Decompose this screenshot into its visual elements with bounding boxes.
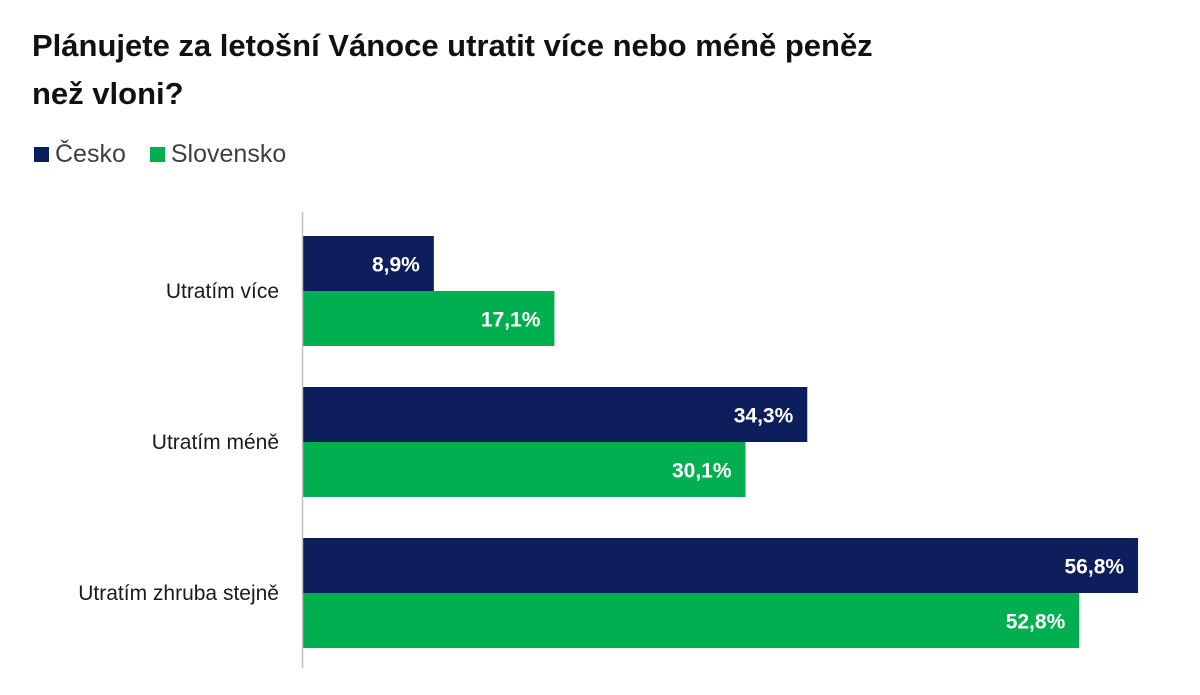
category-label: Utratím méně (152, 431, 279, 454)
data-label: 30,1% (672, 460, 732, 483)
bar-slovensko (303, 593, 1080, 648)
category-label: Utratím zhruba stejně (78, 582, 279, 605)
data-label: 56,8% (1065, 556, 1125, 579)
data-label: 34,3% (734, 405, 794, 428)
bar-slovensko (303, 291, 555, 346)
legend-swatch-slovensko (149, 147, 165, 162)
legend-item-cesko: Česko (34, 140, 126, 169)
data-label: 8,9% (372, 254, 420, 277)
data-label: 17,1% (481, 309, 541, 332)
bar-cesko (303, 236, 434, 291)
legend-label-cesko: Česko (55, 140, 126, 168)
legend-swatch-cesko (34, 147, 49, 162)
legend-item-slovensko: Slovensko (149, 140, 287, 169)
bar-cesko (303, 538, 1139, 593)
data-label: 52,8% (1006, 611, 1066, 634)
legend: Česko Slovensko (34, 140, 310, 169)
chart-title: Plánujete za letošní Vánoce utratit více… (32, 28, 873, 111)
legend-label-slovensko: Slovensko (170, 140, 287, 168)
category-label: Utratím více (166, 280, 279, 303)
bar-cesko (303, 387, 808, 442)
bar-slovensko (303, 442, 746, 497)
